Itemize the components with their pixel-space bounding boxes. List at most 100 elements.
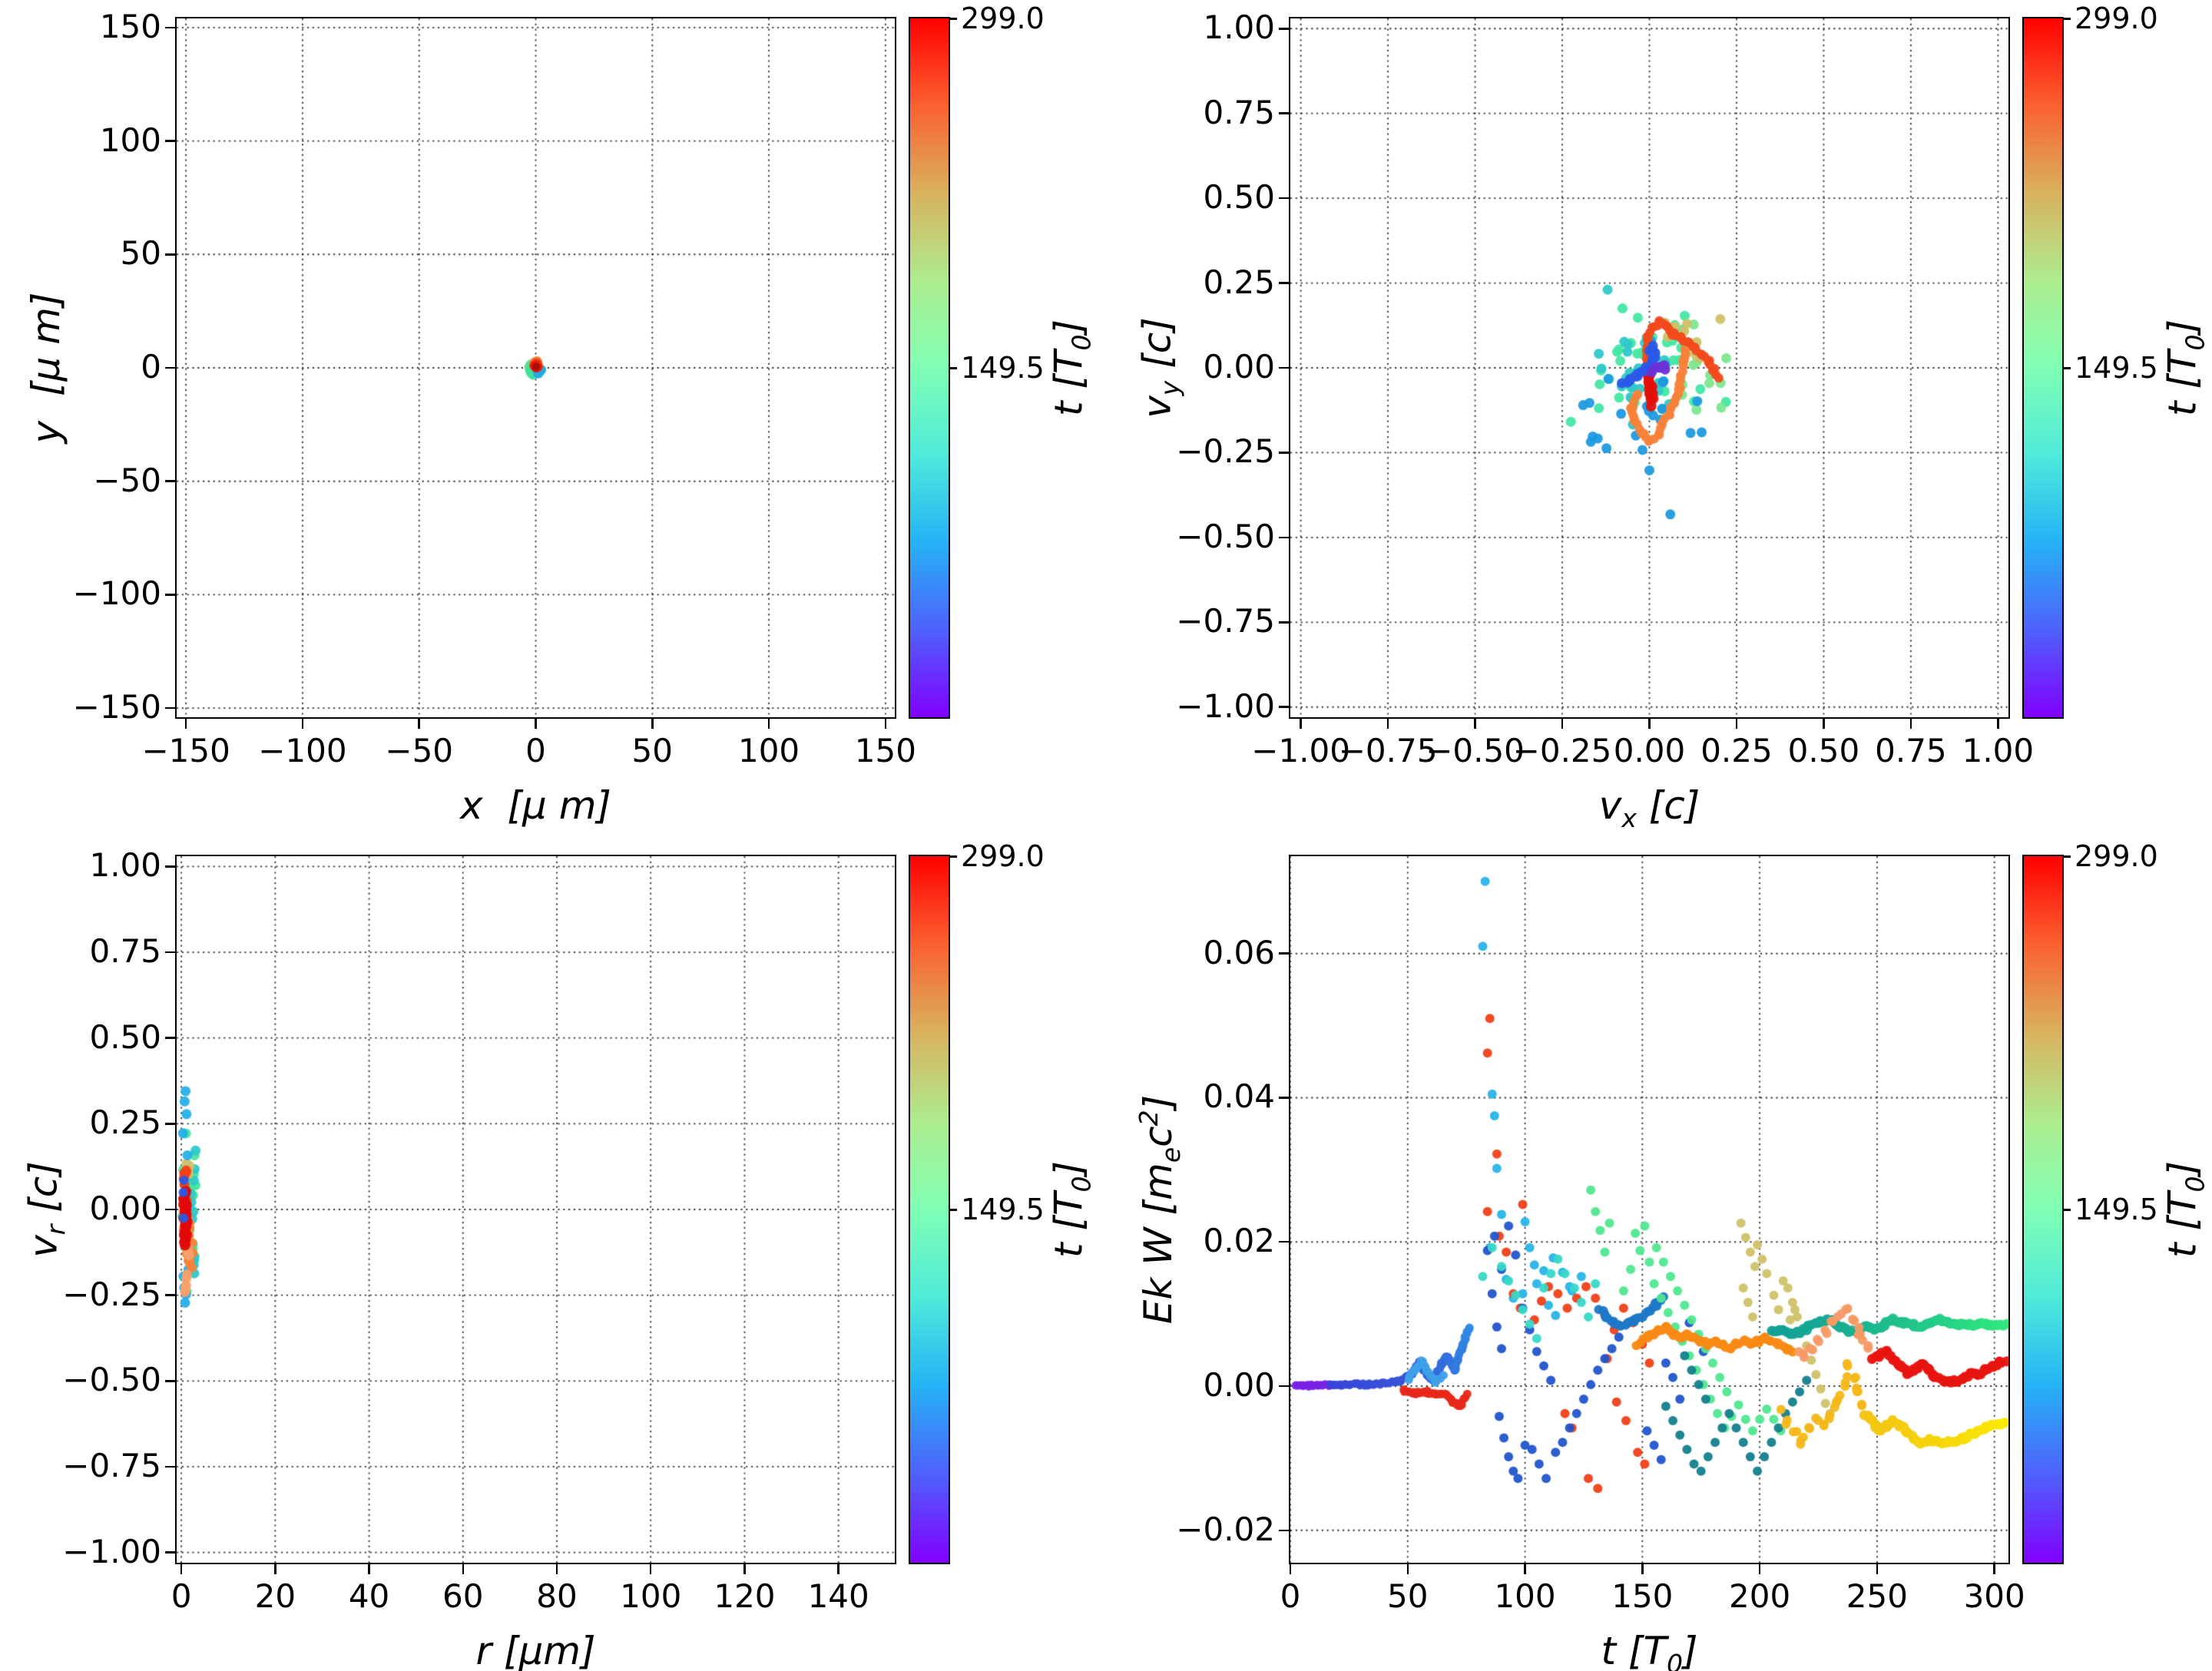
colorbar-ekw xyxy=(2022,855,2064,1564)
x-tick-mark xyxy=(1993,1564,1995,1574)
x-tick-label: 0 xyxy=(525,732,546,769)
y-tick-label: 0.75 xyxy=(89,932,161,971)
y-tick-label: −0.50 xyxy=(62,1361,161,1399)
y-tick-mark xyxy=(164,26,175,29)
x-tick-mark xyxy=(884,719,887,729)
colorbar-tick-mark xyxy=(949,18,957,20)
y-tick-label: 150 xyxy=(99,7,161,45)
x-tick-mark xyxy=(418,719,420,729)
y-tick-label: −100 xyxy=(72,574,161,613)
y-tick-mark xyxy=(164,1123,175,1125)
y-tick-label: 0.25 xyxy=(1203,263,1275,301)
y-tick-mark xyxy=(1278,28,1289,30)
y-tick-label: 0.50 xyxy=(89,1017,161,1056)
x-tick-mark xyxy=(368,1564,370,1574)
y-tick-mark xyxy=(1278,452,1289,454)
colorbar-mid-tick-label: 149.5 xyxy=(961,1193,1045,1226)
x-axis-label-ekw: t [T0] xyxy=(1601,1629,1698,1671)
x-tick-label: 140 xyxy=(807,1577,869,1615)
y-tick-label: 50 xyxy=(120,234,161,273)
colorbar-vxvy xyxy=(2022,17,2064,719)
x-tick-label: 150 xyxy=(1611,1577,1674,1615)
x-axis-label-vxvy: vx [c] xyxy=(1598,783,1700,833)
x-tick-label: 300 xyxy=(1963,1577,2025,1615)
x-tick-mark xyxy=(1406,1564,1409,1574)
x-tick-label: 100 xyxy=(620,1577,682,1615)
x-tick-mark xyxy=(837,1564,839,1574)
y-tick-mark xyxy=(164,706,175,710)
x-tick-label: 1.00 xyxy=(1962,732,2035,769)
y-tick-label: −1.00 xyxy=(1176,687,1275,725)
y-tick-mark xyxy=(1278,366,1289,369)
x-tick-label: 50 xyxy=(1387,1577,1429,1615)
colorbar-tick-mark xyxy=(2062,367,2071,369)
x-tick-label: 100 xyxy=(1494,1577,1556,1615)
x-tick-label: −50 xyxy=(385,732,454,769)
colorbar-top-tick-label: 299.0 xyxy=(2075,839,2158,873)
y-tick-label: 1.00 xyxy=(1203,8,1275,47)
y-tick-mark xyxy=(1278,1529,1289,1531)
colorbar-tick-mark xyxy=(949,855,957,858)
x-tick-label: −100 xyxy=(258,732,347,769)
y-tick-label: −0.75 xyxy=(62,1446,161,1484)
y-tick-label: −0.25 xyxy=(62,1275,161,1313)
x-tick-mark xyxy=(1561,719,1564,729)
y-tick-mark xyxy=(164,1208,175,1211)
x-tick-label: 50 xyxy=(631,732,673,769)
x-tick-label: 0.50 xyxy=(1787,732,1860,769)
x-tick-label: 0 xyxy=(1280,1577,1301,1615)
x-tick-label: 0 xyxy=(171,1577,192,1615)
colorbar-tick-mark xyxy=(949,1209,957,1211)
x-tick-mark xyxy=(767,719,770,729)
x-tick-label: 20 xyxy=(254,1577,296,1615)
x-tick-mark xyxy=(184,719,187,729)
y-tick-label: 0.00 xyxy=(1203,348,1275,385)
x-tick-label: 80 xyxy=(536,1577,578,1615)
y-tick-mark xyxy=(1278,1385,1289,1388)
colorbar-mid-tick-label: 149.5 xyxy=(2075,351,2158,385)
y-tick-mark xyxy=(164,865,175,868)
x-tick-mark xyxy=(1823,719,1825,729)
x-tick-label: −0.25 xyxy=(1512,732,1612,769)
x-tick-mark xyxy=(462,1564,465,1574)
x-tick-mark xyxy=(1648,719,1651,729)
x-tick-label: 60 xyxy=(442,1577,484,1615)
x-tick-mark xyxy=(1474,719,1476,729)
x-tick-label: −1.00 xyxy=(1251,732,1350,769)
y-tick-mark xyxy=(164,1037,175,1039)
colorbar-top-tick-label: 299.0 xyxy=(2075,2,2158,35)
colorbar-label-ekw: t [T0] xyxy=(2160,1160,2210,1259)
colorbar-mid-tick-label: 149.5 xyxy=(2075,1193,2158,1226)
y-tick-mark xyxy=(164,480,175,482)
x-tick-mark xyxy=(1386,719,1389,729)
x-tick-label: 120 xyxy=(714,1577,776,1615)
plot-vxvy-canvas xyxy=(1288,16,2010,719)
x-tick-label: 100 xyxy=(737,732,800,769)
colorbar-top-tick-label: 299.0 xyxy=(961,839,1045,873)
y-tick-mark xyxy=(1278,112,1289,114)
y-tick-mark xyxy=(164,366,175,369)
y-tick-label: 0 xyxy=(141,348,161,385)
x-axis-label-rvr: r [μm] xyxy=(475,1629,596,1671)
y-tick-mark xyxy=(1278,536,1289,539)
y-tick-mark xyxy=(164,594,175,596)
y-tick-mark xyxy=(1278,621,1289,624)
x-tick-label: 0.25 xyxy=(1700,732,1773,769)
x-tick-mark xyxy=(1641,1564,1644,1574)
x-tick-label: 200 xyxy=(1729,1577,1791,1615)
y-tick-mark xyxy=(164,1551,175,1554)
x-tick-label: −150 xyxy=(141,732,230,769)
y-tick-label: 0.06 xyxy=(1203,933,1275,971)
colorbar-xy xyxy=(909,17,950,719)
x-tick-label: −0.50 xyxy=(1426,732,1525,769)
x-tick-mark xyxy=(555,1564,558,1574)
y-tick-label: −0.75 xyxy=(1176,602,1275,640)
y-tick-label: 0.25 xyxy=(89,1104,161,1142)
y-tick-label: 100 xyxy=(99,121,161,159)
x-tick-mark xyxy=(274,1564,276,1574)
y-tick-mark xyxy=(1278,282,1289,284)
y-tick-label: −0.02 xyxy=(1176,1510,1275,1548)
x-tick-mark xyxy=(1524,1564,1526,1574)
x-tick-mark xyxy=(180,1564,183,1574)
